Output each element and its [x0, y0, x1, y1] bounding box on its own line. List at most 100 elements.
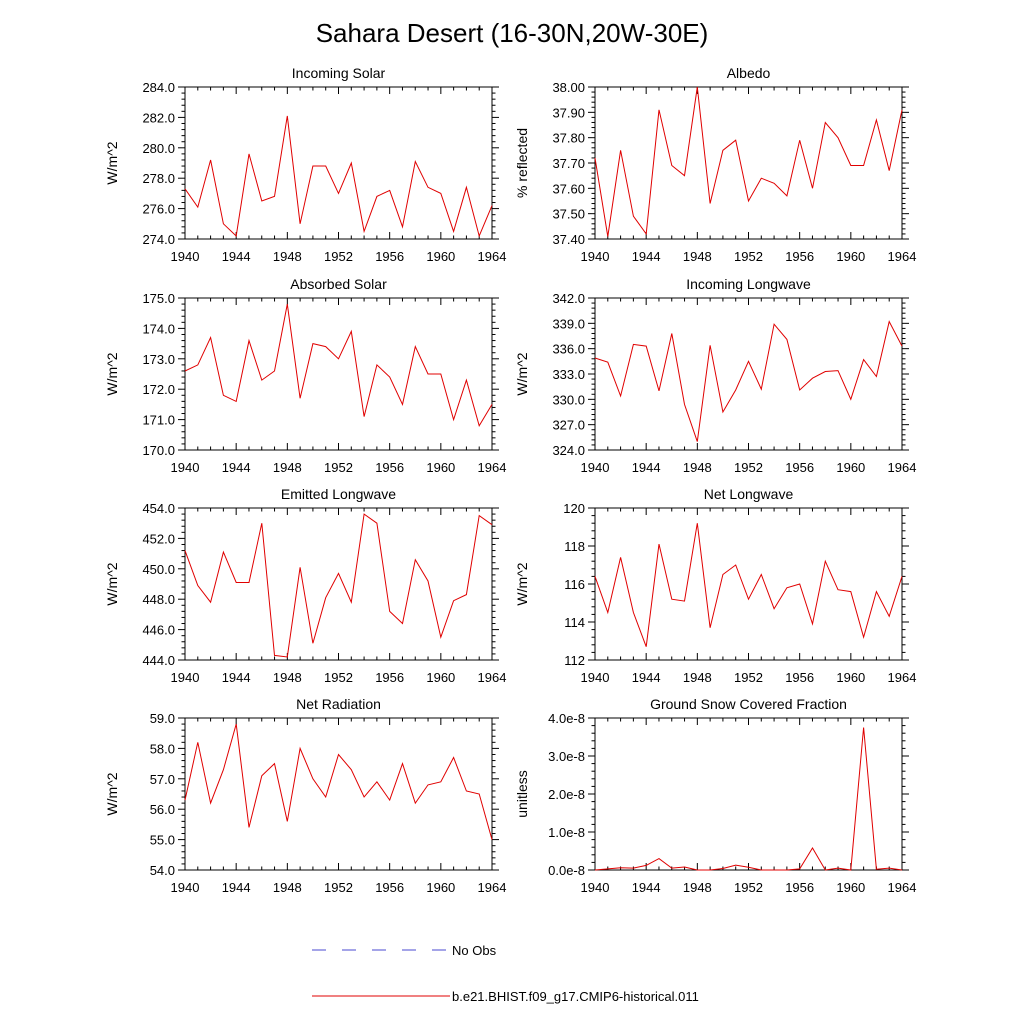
panel-emitted-longwave: Emitted Longwave W/m^2 1940 1944 1948 1952 195… [104, 486, 506, 685]
y-tick-label: 342.0 [552, 291, 585, 306]
y-tick-label: 0.0e-8 [548, 863, 585, 878]
x-tick-label: 1964 [478, 880, 507, 895]
y-tick-label: 37.40 [552, 232, 585, 247]
plot-frame [594, 297, 903, 451]
figure-title: Sahara Desert (16-30N,20W-30E) [316, 18, 709, 48]
series-line [594, 727, 903, 871]
y-tick-label: 336.0 [552, 342, 585, 357]
x-tick-label: 1952 [324, 670, 353, 685]
x-tick-label: 1952 [734, 249, 763, 264]
y-axis-label: W/m^2 [514, 562, 530, 605]
panel-title: Absorbed Solar [290, 276, 387, 292]
y-axis-label: W/m^2 [104, 772, 120, 815]
y-tick-label: 274.0 [142, 232, 175, 247]
y-tick-label: 276.0 [142, 202, 175, 217]
x-tick-label: 1956 [375, 249, 404, 264]
x-tick-label: 1948 [683, 670, 712, 685]
x-tick-label: 1944 [222, 880, 251, 895]
y-tick-label: 3.0e-8 [548, 749, 585, 764]
y-tick-label: 327.0 [552, 418, 585, 433]
series-line [184, 304, 493, 427]
x-tick-label: 1944 [632, 249, 661, 264]
panel-title: Net Radiation [296, 696, 381, 712]
x-tick-label: 1944 [632, 460, 661, 475]
panel-incoming-longwave: Incoming Longwave W/m^2 1940 1944 1948 1952 19… [514, 276, 916, 475]
x-tick-label: 1964 [888, 670, 917, 685]
series-line [184, 115, 493, 238]
series-line [594, 523, 903, 647]
panel-ground-snow-covered-fraction: Ground Snow Covered Fraction unitless 1940… [514, 696, 916, 895]
x-tick-label: 1944 [222, 249, 251, 264]
x-tick-label: 1960 [836, 880, 865, 895]
x-tick-label: 1940 [171, 249, 200, 264]
plot-frame [594, 507, 903, 661]
x-tick-label: 1956 [375, 880, 404, 895]
plot-frame [594, 717, 903, 871]
y-tick-label: 56.0 [150, 802, 175, 817]
x-tick-label: 1940 [171, 670, 200, 685]
x-tick-label: 1960 [836, 460, 865, 475]
x-tick-label: 1948 [273, 880, 302, 895]
y-tick-label: 175.0 [142, 291, 175, 306]
y-tick-label: 114 [564, 615, 585, 630]
x-tick-label: 1952 [734, 670, 763, 685]
y-tick-label: 174.0 [142, 321, 175, 336]
panel-albedo: Albedo % reflected 1940 1944 1948 1952 1956 196… [514, 65, 916, 264]
legend-model-label: b.e21.BHIST.f09_g17.CMIP6-historical.011 [452, 989, 699, 1004]
x-tick-label: 1944 [222, 460, 251, 475]
panel-title: Incoming Solar [292, 65, 386, 81]
y-axis-label: % reflected [514, 128, 530, 198]
y-axis-label: W/m^2 [104, 141, 120, 184]
x-tick-label: 1952 [324, 249, 353, 264]
y-tick-label: 112 [564, 653, 585, 668]
x-tick-label: 1952 [734, 460, 763, 475]
y-tick-label: 37.80 [552, 131, 585, 146]
y-tick-label: 339.0 [552, 316, 585, 331]
y-tick-label: 282.0 [142, 110, 175, 125]
x-tick-label: 1960 [426, 880, 455, 895]
y-tick-label: 172.0 [142, 382, 175, 397]
series-line [594, 320, 903, 442]
y-tick-label: 57.0 [150, 772, 175, 787]
y-tick-label: 37.90 [552, 105, 585, 120]
panels: Incoming Solar W/m^2 1940 1944 1948 1952 1956 1… [104, 65, 916, 895]
legend-obs-label: No Obs [452, 943, 497, 958]
y-tick-label: 54.0 [150, 863, 175, 878]
y-tick-label: 280.0 [142, 141, 175, 156]
y-tick-label: 1.0e-8 [548, 825, 585, 840]
series-line [184, 513, 493, 658]
x-tick-label: 1940 [581, 670, 610, 685]
y-tick-label: 59.0 [150, 711, 175, 726]
y-tick-label: 173.0 [142, 352, 175, 367]
y-tick-label: 171.0 [142, 413, 175, 428]
x-tick-label: 1964 [888, 460, 917, 475]
y-tick-label: 2.0e-8 [548, 787, 585, 802]
panel-title: Net Longwave [704, 486, 794, 502]
plot-frame [184, 297, 493, 451]
y-tick-label: 454.0 [142, 501, 175, 516]
x-tick-label: 1956 [785, 670, 814, 685]
y-tick-label: 55.0 [150, 833, 175, 848]
x-tick-label: 1964 [888, 880, 917, 895]
series-line [594, 86, 903, 237]
y-axis-label: W/m^2 [104, 352, 120, 395]
x-tick-label: 1948 [683, 880, 712, 895]
y-axis-label: unitless [514, 770, 530, 817]
y-tick-label: 118 [564, 539, 585, 554]
x-tick-label: 1952 [734, 880, 763, 895]
panel-incoming-solar: Incoming Solar W/m^2 1940 1944 1948 1952 1956 1… [104, 65, 506, 264]
x-tick-label: 1944 [632, 880, 661, 895]
x-tick-label: 1940 [171, 460, 200, 475]
y-tick-label: 37.60 [552, 181, 585, 196]
x-tick-label: 1948 [273, 460, 302, 475]
panel-title: Albedo [727, 65, 771, 81]
y-tick-label: 120 [563, 501, 585, 516]
x-tick-label: 1964 [888, 249, 917, 264]
x-tick-label: 1956 [785, 460, 814, 475]
y-tick-label: 450.0 [142, 562, 175, 577]
plot-frame [184, 507, 493, 661]
x-tick-label: 1940 [171, 880, 200, 895]
x-tick-label: 1952 [324, 880, 353, 895]
plot-frame [594, 86, 903, 240]
